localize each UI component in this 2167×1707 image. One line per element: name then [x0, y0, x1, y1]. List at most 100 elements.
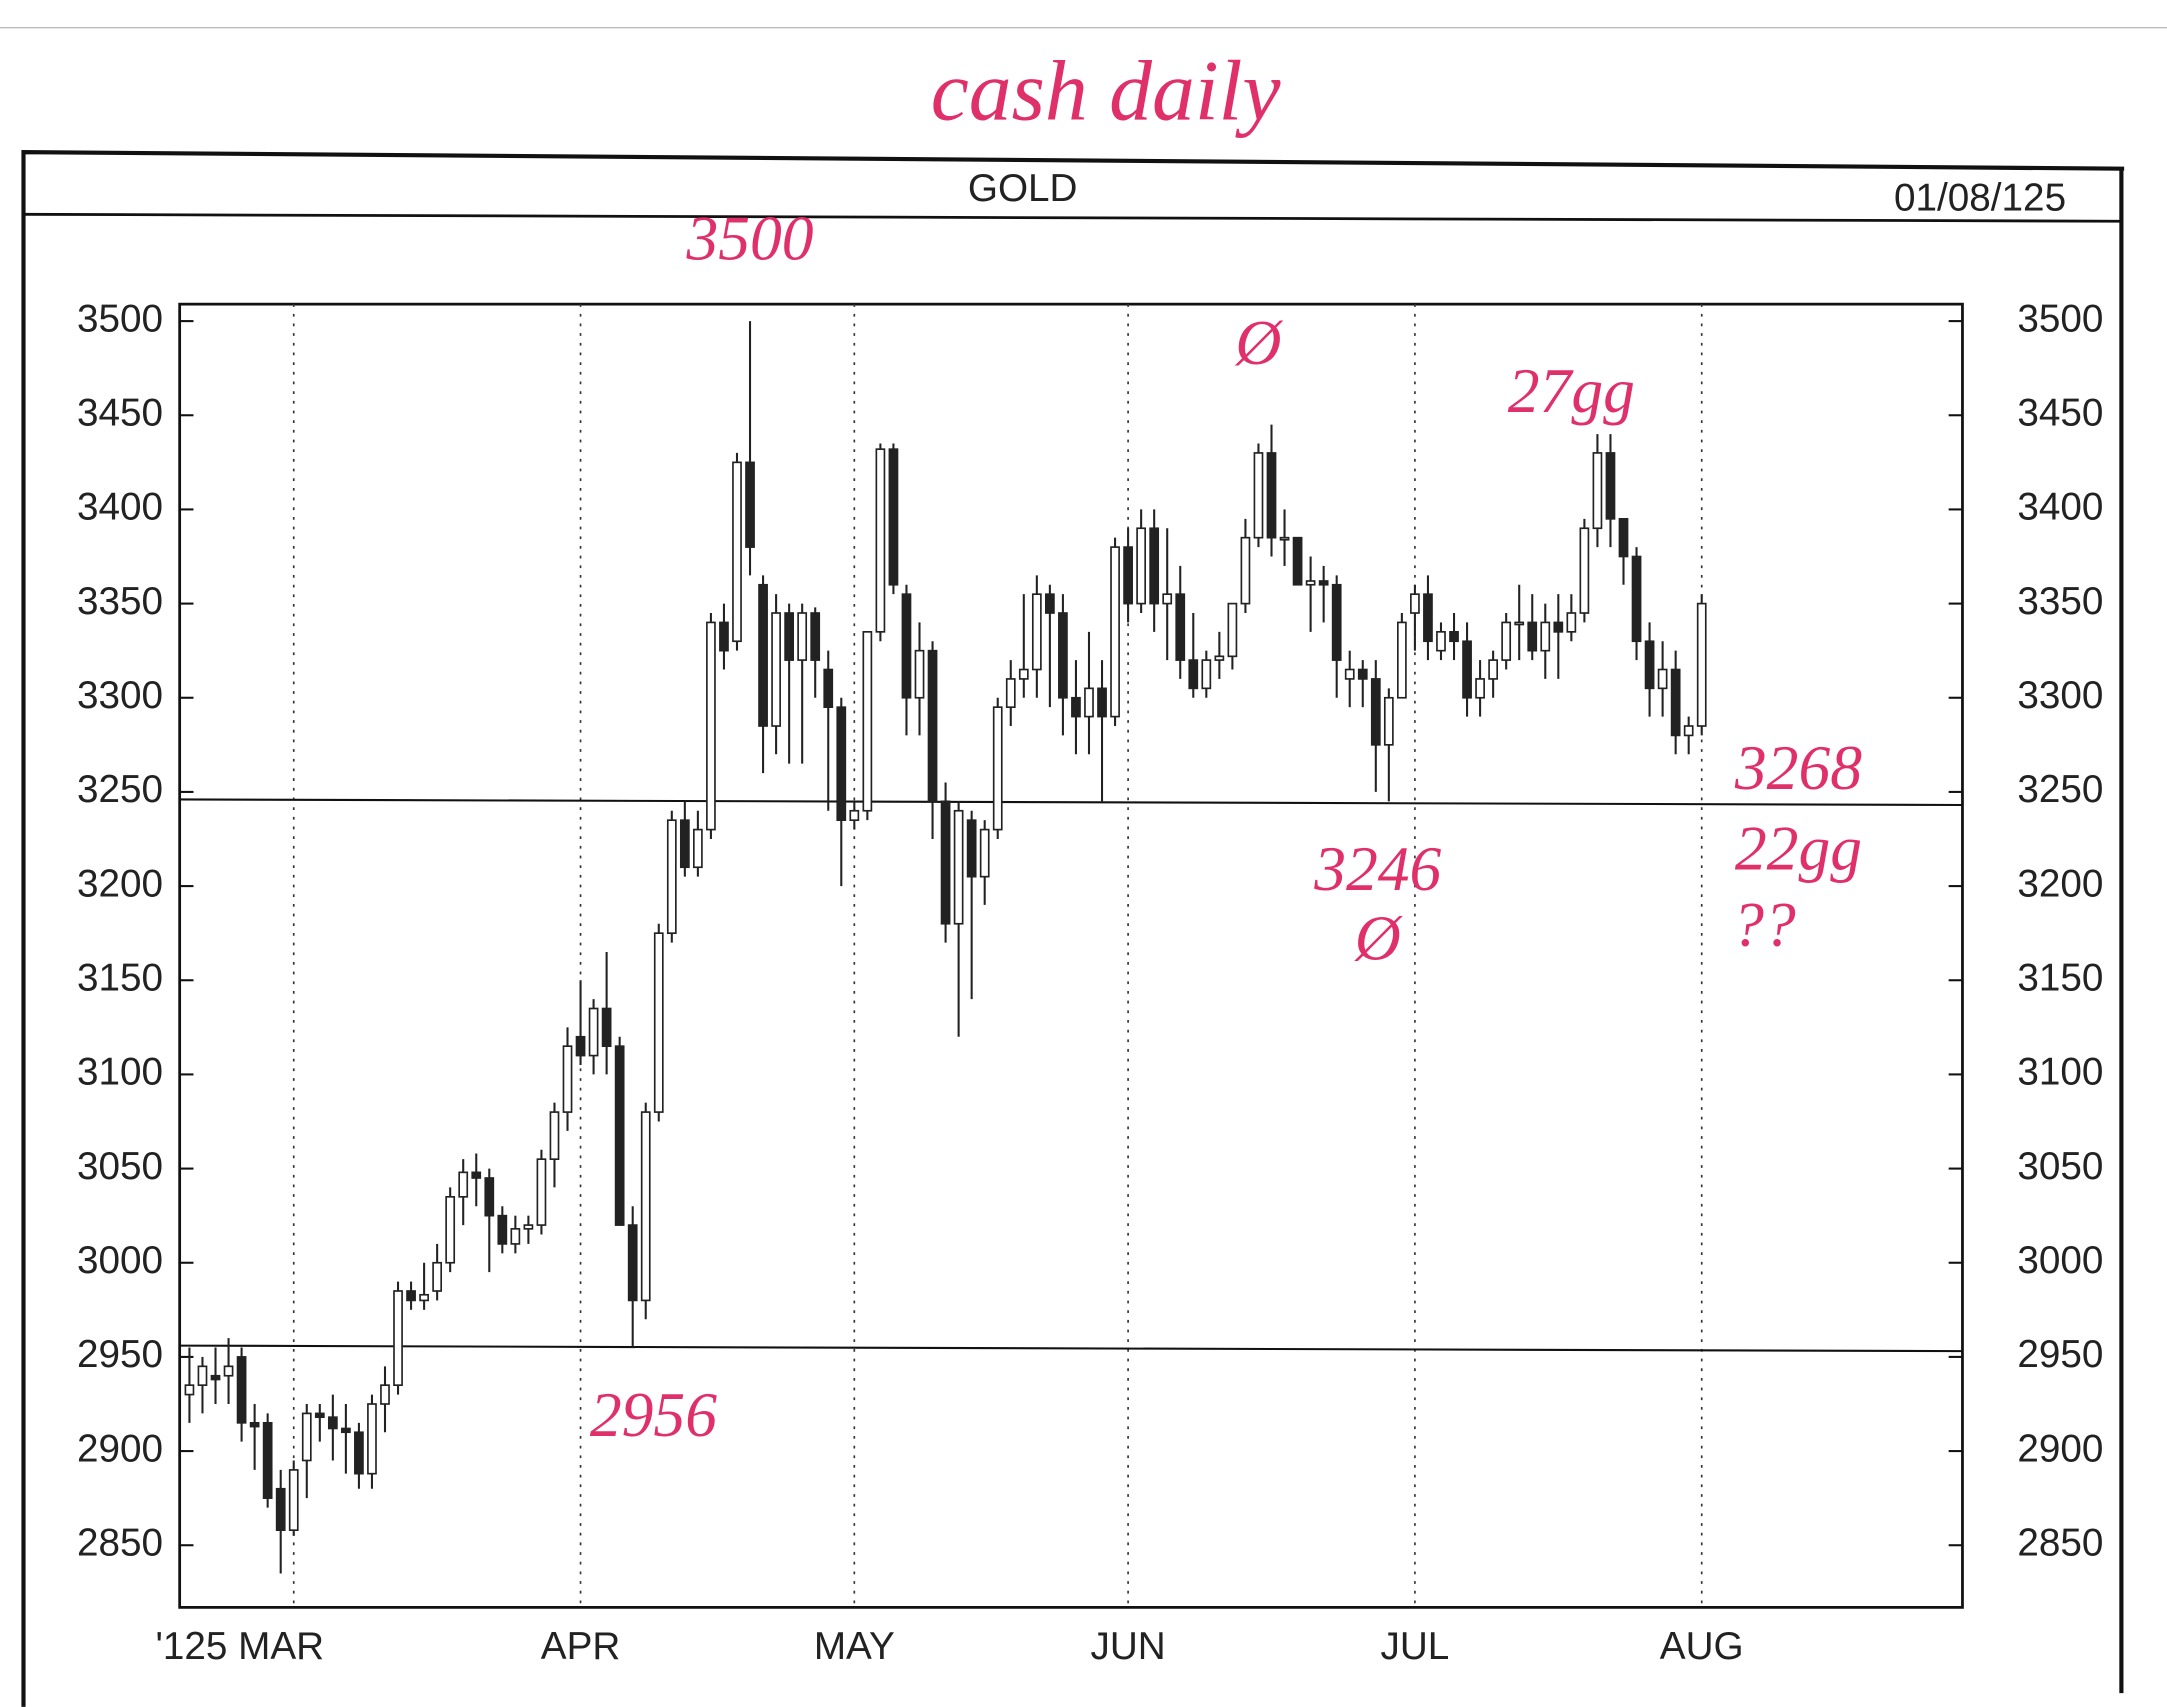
candle-body: [953, 809, 964, 925]
candle-body: [1696, 602, 1707, 727]
annotation: 27gg: [1508, 355, 1635, 426]
y2-tick-label: 3400: [2017, 486, 2103, 529]
candle-body: [588, 1007, 599, 1057]
candle-body: [1305, 580, 1316, 586]
candle-body: [1005, 678, 1016, 709]
x-tick-label: JUL: [1381, 1625, 1450, 1668]
candle-body: [1579, 527, 1590, 614]
candle-body: [1475, 678, 1485, 699]
candle-body: [771, 612, 781, 727]
candle-body: [1292, 536, 1303, 586]
candle-body: [1058, 612, 1068, 699]
candle-body: [901, 593, 912, 699]
candle-body: [693, 828, 703, 869]
candle-body: [653, 932, 664, 1113]
candle-body: [1462, 640, 1472, 699]
x-tick-label: AUG: [1660, 1625, 1744, 1668]
candle-body: [745, 461, 755, 548]
candle-body: [966, 819, 977, 878]
plot-frame: [178, 302, 1964, 1609]
candle-body: [836, 706, 847, 822]
candle-body: [275, 1487, 286, 1532]
candle-body: [1227, 602, 1238, 658]
x-tick-label: MAY: [814, 1625, 895, 1668]
annotation: Ø: [1354, 902, 1403, 973]
candle-body: [1201, 659, 1212, 690]
candle-body: [1449, 631, 1459, 643]
reference-line: [179, 798, 1963, 807]
candle-body: [1566, 612, 1577, 633]
candle-body: [210, 1374, 221, 1381]
candle-body: [1501, 621, 1512, 661]
candle-body: [1397, 621, 1407, 699]
candle-body: [888, 448, 899, 586]
candle-body: [1631, 555, 1642, 643]
candle-body: [1162, 593, 1173, 605]
y-tick-label: 3300: [77, 674, 163, 717]
candle-body: [1605, 452, 1616, 520]
y2-tick-label: 3450: [2017, 391, 2103, 434]
candle-body: [1436, 631, 1446, 652]
candle-body: [1357, 668, 1368, 680]
candle-body: [314, 1412, 325, 1419]
candle-body: [1188, 659, 1199, 690]
candle-body: [810, 612, 821, 661]
candle-body: [927, 649, 938, 803]
candle-body: [367, 1403, 377, 1475]
date-label: 01/08/125: [1894, 177, 2066, 220]
candle-body: [536, 1158, 547, 1226]
y-tick-label: 2850: [77, 1521, 163, 1564]
candle-body: [1488, 659, 1499, 680]
candle-body: [914, 649, 925, 699]
candle-body: [562, 1045, 573, 1113]
candle-body: [1592, 452, 1603, 530]
candle-body: [301, 1412, 312, 1462]
candle-body: [1410, 593, 1420, 614]
candle-body: [1344, 668, 1355, 680]
annotation: 3246: [1313, 833, 1441, 904]
candle-body: [471, 1171, 482, 1179]
reference-line: [179, 1344, 1963, 1353]
x-tick-label: APR: [541, 1625, 621, 1668]
y-tick-label: 3350: [77, 580, 163, 623]
y-tick-label: 3100: [77, 1051, 163, 1094]
candle-body: [875, 448, 886, 633]
candle-body: [1136, 527, 1147, 605]
candle-body: [1527, 621, 1538, 652]
candle-body: [1279, 536, 1290, 541]
y2-tick-label: 3000: [2017, 1239, 2103, 1282]
annotation: ??: [1732, 888, 1796, 959]
candle-body: [1331, 583, 1342, 661]
candle-body: [1370, 678, 1381, 746]
candle-body: [341, 1427, 351, 1434]
candle-body: [732, 461, 742, 643]
candle-body: [575, 1035, 586, 1057]
candle-body: [510, 1228, 521, 1245]
y-tick-label: 3400: [77, 486, 163, 529]
candle-body: [1084, 687, 1094, 718]
candle-body: [784, 612, 795, 661]
y2-tick-label: 2950: [2017, 1333, 2103, 1376]
candle-body: [1618, 518, 1629, 558]
candle-body: [262, 1421, 273, 1499]
annotation: 3268: [1734, 732, 1862, 803]
candle-body: [706, 621, 716, 831]
candle-body: [862, 631, 873, 812]
candle-body: [406, 1290, 416, 1302]
candle-body: [679, 819, 690, 869]
candle-body: [1110, 546, 1120, 718]
handwritten-title: cash daily: [931, 43, 1282, 138]
candle-body: [1240, 536, 1251, 605]
candle-body: [1514, 621, 1525, 626]
candle-body: [1670, 668, 1681, 737]
y2-tick-label: 2900: [2017, 1427, 2103, 1470]
candle-body: [1253, 452, 1264, 539]
annotation: 2956: [590, 1379, 717, 1450]
y2-tick-label: 3350: [2017, 580, 2103, 623]
y-tick-label: 3500: [77, 297, 163, 340]
candle-body: [1149, 527, 1160, 605]
candle-body: [979, 828, 990, 878]
candle-body: [484, 1177, 495, 1217]
y2-tick-label: 3250: [2017, 768, 2103, 811]
